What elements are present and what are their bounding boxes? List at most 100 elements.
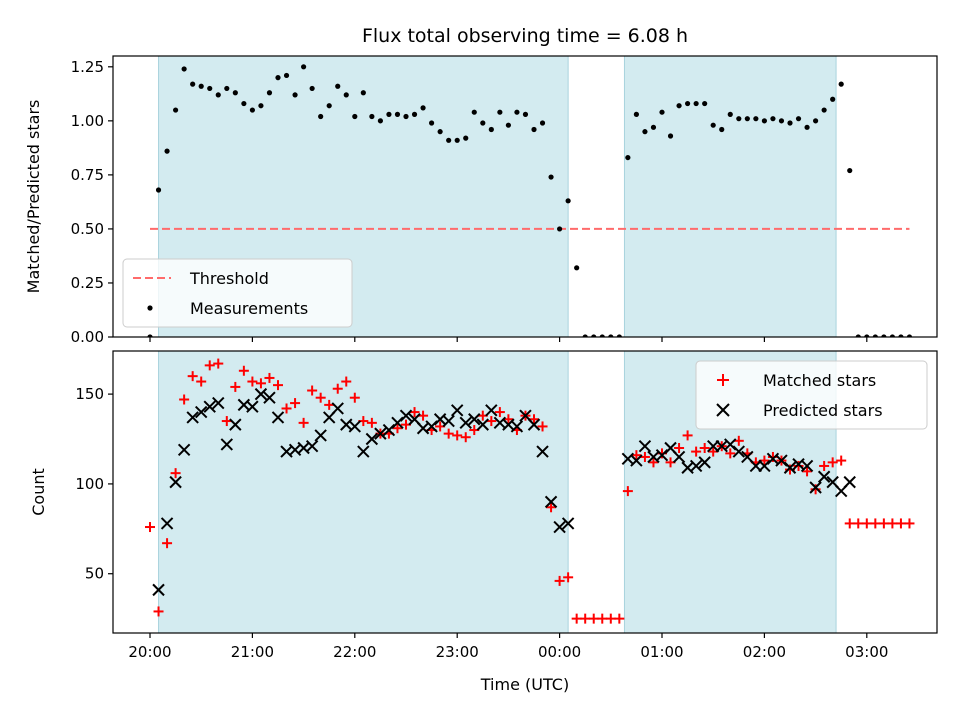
predicted-stars-point-70	[800, 459, 814, 473]
predicted-stars-point-9-b	[229, 418, 242, 431]
measurements-point-61	[667, 133, 674, 139]
matched-stars-point-53	[597, 613, 608, 624]
top-y-tick-label-3: 0.75	[71, 166, 104, 184]
predicted-stars-point-29-b	[399, 409, 413, 422]
predicted-stars-point-5-b	[194, 405, 208, 419]
matched-stars-point-58	[639, 451, 650, 462]
measurements-point-18	[301, 64, 307, 70]
measurements-point-80	[830, 96, 836, 102]
predicted-stars-point-51-b	[638, 439, 652, 453]
matched-stars-point-73	[767, 451, 778, 462]
measurements-point-2	[164, 148, 170, 154]
legend-matched-stars-swatch	[717, 374, 729, 386]
top-legend-box	[122, 258, 353, 328]
x-tick-label-6: 02:00	[743, 643, 786, 661]
bottom-legend: Matched stars Predicted stars	[695, 360, 928, 430]
measurements-point-11	[241, 100, 247, 107]
predicted-stars-point-7	[212, 396, 225, 410]
matched-stars-point-51	[580, 613, 591, 624]
matched-stars-point-79	[819, 460, 830, 471]
measurements-point-3	[173, 107, 179, 113]
measurements-point-75	[787, 120, 793, 126]
legend-measurements-label: Measurements	[190, 299, 308, 318]
matched-stars-point-13	[255, 378, 266, 389]
predicted-stars-point-12	[254, 387, 268, 401]
measurements-point-20	[318, 113, 324, 120]
predicted-stars-point-48-b	[561, 517, 575, 530]
predicted-stars-point-35	[450, 404, 464, 417]
top-legend: Threshold Measurements	[122, 258, 353, 328]
top-y-tick-label-5: 1.25	[71, 58, 104, 76]
predicted-stars-point-2	[169, 475, 182, 489]
matched-stars-point-83	[853, 518, 864, 529]
x-tick-label-7: 03:00	[845, 643, 888, 661]
legend-matched-stars-label: Matched stars	[763, 371, 876, 390]
measurements-point-71	[753, 116, 759, 122]
measurements-point-47	[548, 174, 554, 180]
measurements-point-78	[813, 118, 819, 124]
predicted-stars-point-0	[152, 583, 165, 597]
predicted-stars-point-31-b	[416, 422, 430, 435]
matched-stars-point-68	[725, 448, 736, 459]
predicted-stars-point-8-b	[220, 438, 234, 451]
predicted-stars-point-62-b	[732, 445, 746, 458]
predicted-stars-point-8	[220, 438, 234, 451]
predicted-stars-point-4	[186, 411, 199, 424]
predicted-stars-point-3-b	[177, 443, 191, 456]
measurements-point-88	[898, 334, 904, 337]
predicted-stars-point-44	[527, 418, 541, 431]
matched-stars-point-16	[281, 403, 292, 414]
measurements-point-23	[343, 92, 349, 98]
matched-stars-point-32	[418, 410, 429, 421]
bottom-axes-frame	[112, 350, 938, 634]
legend-predicted-stars-label: Predicted stars	[763, 401, 883, 420]
matched-stars-point-10	[230, 381, 241, 392]
bottom-y-tick-label-2: 150	[75, 385, 104, 403]
predicted-stars-point-30-b	[408, 413, 421, 426]
predicted-stars-point-75	[843, 475, 856, 489]
predicted-stars-point-37	[468, 413, 481, 426]
predicted-stars-point-26-b	[374, 427, 387, 440]
measurements-point-21	[326, 103, 332, 109]
predicted-stars-point-47	[553, 520, 566, 534]
predicted-stars-point-1-b	[160, 517, 174, 530]
matched-stars-point-14	[264, 372, 275, 383]
predicted-stars-point-63-b	[741, 450, 754, 464]
measurements-point-41	[497, 109, 503, 115]
predicted-stars-point-25	[365, 432, 379, 446]
matched-stars-point-87	[887, 518, 898, 529]
measurements-point-9	[224, 85, 230, 92]
matched-stars-point-82	[844, 518, 855, 529]
measurements-point-10	[232, 90, 238, 96]
measurements-point-89	[906, 334, 913, 337]
matched-stars-point-2	[162, 538, 173, 549]
top-observing-window-2	[623, 56, 837, 337]
measurements-point-6	[198, 83, 204, 89]
x-tick-label-1: 21:00	[231, 643, 274, 661]
matched-stars-point-41	[494, 407, 505, 418]
measurements-point-85	[872, 334, 878, 337]
measurements-point-32	[420, 105, 426, 111]
matched-stars-point-21	[324, 399, 335, 410]
measurements-point-42	[505, 122, 511, 128]
measurements-point-69	[736, 116, 742, 122]
predicted-stars-point-45	[536, 445, 549, 458]
matched-stars-point-6	[196, 376, 207, 387]
measurements-point-86	[881, 334, 887, 337]
bottom-legend-box	[695, 360, 928, 430]
measurements-point-28	[386, 111, 392, 117]
measurements-point-39	[480, 120, 486, 126]
measurements-point-43	[514, 109, 520, 115]
predicted-stars-point-1	[160, 517, 174, 530]
predicted-stars-point-46-b	[544, 495, 558, 509]
measurements-point-12	[249, 107, 255, 113]
predicted-stars-point-35-b	[450, 404, 464, 417]
matched-stars-point-5	[187, 371, 198, 382]
predicted-stars-point-23-b	[348, 420, 362, 433]
predicted-stars-point-18	[305, 439, 319, 453]
measurements-point-63	[685, 100, 691, 107]
measurements-point-49	[565, 198, 571, 204]
matched-stars-point-37	[460, 432, 471, 443]
x-tick-label-5: 01:00	[640, 643, 683, 661]
matched-stars-point-86	[878, 518, 889, 529]
